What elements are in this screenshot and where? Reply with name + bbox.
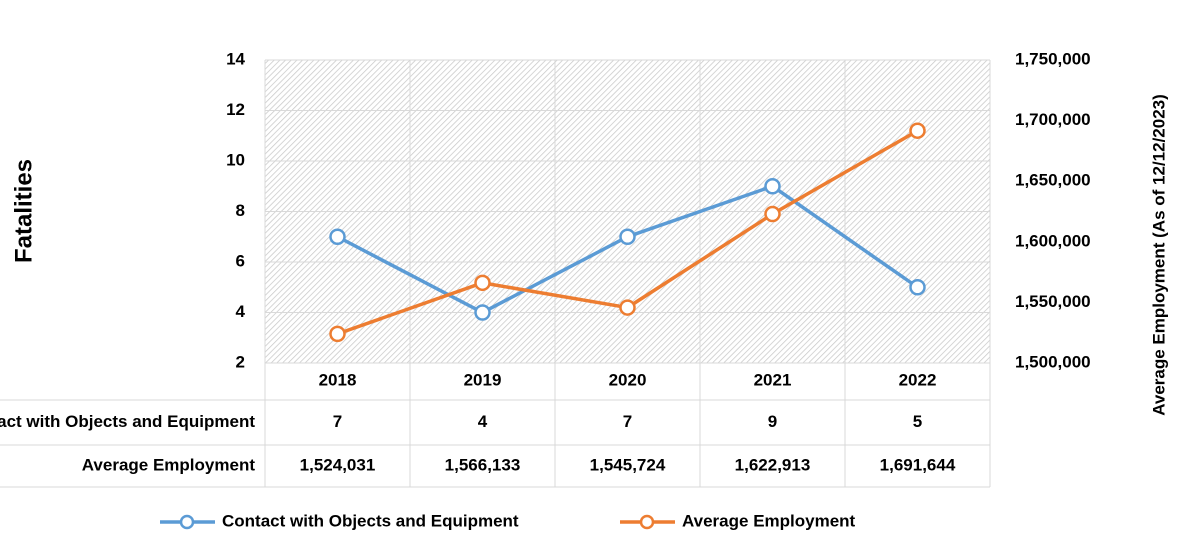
y-tick-label: 10 — [226, 150, 245, 169]
y-tick-label: 4 — [236, 302, 246, 321]
table-cell: 1,622,913 — [735, 455, 811, 474]
table-row-label: Contact with Objects and Equipment — [0, 412, 255, 431]
series-marker — [474, 304, 491, 321]
x-tick-label: 2021 — [754, 370, 792, 389]
x-tick-label: 2018 — [319, 370, 357, 389]
y-tick-label: 2 — [236, 352, 245, 371]
table-cell: 7 — [623, 412, 632, 431]
y-tick-label: 8 — [236, 201, 245, 220]
table-cell: 7 — [333, 412, 342, 431]
series-marker — [474, 274, 491, 292]
table-cell: 9 — [768, 412, 777, 431]
series-marker — [909, 279, 926, 296]
y2-tick-label: 1,550,000 — [1015, 292, 1091, 311]
y2-tick-label: 1,700,000 — [1015, 110, 1091, 129]
series-marker — [329, 228, 346, 245]
table-cell: 1,691,644 — [880, 455, 956, 474]
y2-axis-title: Average Employment (As of 12/12/2023) — [1149, 94, 1168, 416]
series-marker — [619, 299, 636, 316]
series-marker — [764, 205, 781, 223]
series-marker — [764, 178, 781, 195]
table-cell: 1,566,133 — [445, 455, 521, 474]
table-cell: 1,524,031 — [300, 455, 376, 474]
y-tick-label: 14 — [226, 49, 245, 68]
y-tick-label: 6 — [236, 251, 245, 270]
series-marker — [329, 325, 346, 343]
series-marker — [619, 228, 636, 245]
legend-label: Contact with Objects and Equipment — [222, 511, 519, 530]
table-row-label: Average Employment — [82, 455, 256, 474]
legend-label: Average Employment — [682, 511, 856, 530]
x-tick-label: 2020 — [609, 370, 647, 389]
y2-tick-label: 1,500,000 — [1015, 352, 1091, 371]
y2-tick-label: 1,650,000 — [1015, 171, 1091, 190]
y-tick-label: 12 — [226, 100, 245, 119]
legend-marker — [179, 514, 195, 530]
series-marker — [909, 122, 926, 139]
table-cell: 1,545,724 — [590, 455, 666, 474]
y2-tick-label: 1,600,000 — [1015, 231, 1091, 250]
table-cell: 4 — [478, 412, 488, 431]
x-tick-label: 2022 — [899, 370, 937, 389]
legend-marker — [639, 514, 655, 530]
x-tick-label: 2019 — [464, 370, 502, 389]
table-cell: 5 — [913, 412, 922, 431]
y2-tick-label: 1,750,000 — [1015, 49, 1091, 68]
y-axis-title: Fatalities — [10, 159, 37, 263]
